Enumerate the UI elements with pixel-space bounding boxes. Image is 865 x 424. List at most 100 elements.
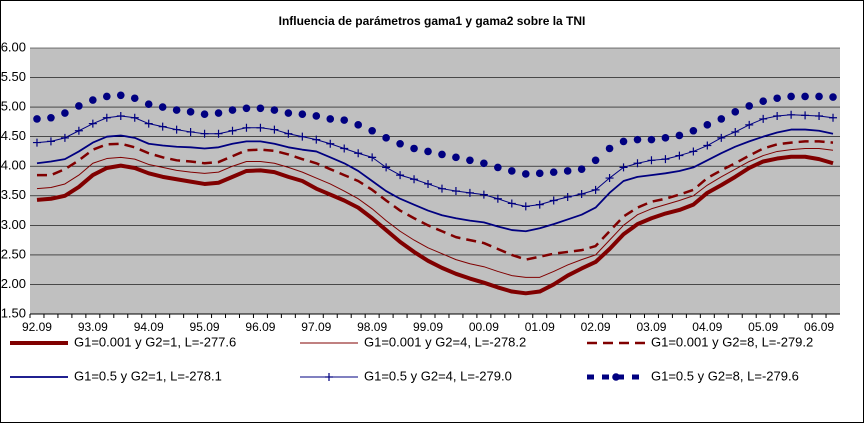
series-marker [228,126,237,135]
series-marker [144,100,153,108]
series-marker [815,92,823,101]
series-marker [312,112,321,120]
x-tick-label: 99.09 [413,320,443,334]
series-marker [186,108,195,116]
series-line [36,114,834,207]
series-marker [60,133,69,142]
series-marker [535,200,544,209]
chart-title: Influencia de parámetros gama1 y gama2 s… [279,14,586,28]
legend-label: G1=0.5 y G2=1, L=-278.1 [74,368,222,383]
series-marker [452,153,460,162]
series-marker [466,156,474,165]
series-marker [759,97,767,105]
series-marker [326,139,335,148]
series-marker [270,125,279,134]
legend-marker [612,373,620,381]
series-marker [88,119,97,128]
series-marker [465,188,474,197]
series-marker [256,104,265,113]
x-tick-label: 98.09 [357,320,387,334]
series-marker [829,93,837,101]
plot-area [30,48,840,314]
legend-label: G1=0.001 y G2=8, L=-279.2 [651,334,813,349]
series-marker [577,165,586,173]
x-tick-label: 03.09 [636,320,666,334]
legend-label: G1=0.001 y G2=1, L=-277.6 [74,334,236,349]
series-marker [745,120,754,129]
series-marker [242,123,251,132]
series-marker [368,153,377,162]
series-marker [801,92,809,101]
y-tick-label: 3.50 [1,187,26,202]
series-marker [787,110,796,119]
series-marker [102,113,111,122]
series-marker [172,125,181,134]
series-marker [74,126,83,135]
series-marker [605,144,614,153]
series-marker [773,111,782,120]
series-marker [451,187,460,196]
series-marker [284,109,293,117]
series-marker [200,129,209,138]
series-marker [647,156,656,165]
series-marker [661,155,670,164]
series-marker [130,113,139,122]
series-marker [47,113,55,122]
series-marker [508,167,516,175]
series-line [36,147,834,278]
series-marker [242,104,251,113]
series-marker [717,133,726,142]
y-tick-label: 2.00 [1,276,26,291]
series-marker [633,135,642,144]
legend-label: G1=0.001 y G2=4, L=-278.2 [364,334,526,349]
series-marker [647,135,656,144]
series-marker [61,109,69,117]
series-marker [773,94,781,103]
series-marker [759,114,768,123]
series-marker [200,110,209,119]
series-marker [368,126,376,135]
series-marker [731,127,740,136]
series-marker [480,159,488,168]
series-marker [75,102,83,110]
series-marker [493,194,502,203]
series-marker [256,123,265,132]
series-marker [745,102,754,110]
series-marker [158,122,167,131]
series-marker [298,110,307,119]
series-marker [619,163,628,172]
y-tick-label: 2.50 [1,246,26,261]
series-marker [675,131,684,140]
series-marker [675,151,684,160]
series-marker [424,147,432,156]
series-marker [437,184,446,193]
x-tick-label: 95.09 [190,320,220,334]
series-marker [535,169,544,178]
series-line [36,140,834,261]
series-marker [396,139,404,148]
series-marker [717,115,726,123]
legend-label: G1=0.5 y G2=4, L=-279.0 [364,368,512,383]
series-marker [549,196,558,205]
series-marker [186,127,195,136]
series-marker [577,190,586,199]
x-tick-label: 05.09 [748,320,778,334]
series-marker [33,115,41,123]
series-marker [298,132,307,141]
x-tick-label: 01.09 [525,320,555,334]
series-marker [270,106,279,114]
series-marker [214,109,223,117]
series-marker [382,134,390,142]
series-marker [563,167,572,175]
x-tick-label: 92.09 [22,320,52,334]
series-marker [787,92,795,101]
y-tick-label: 5.50 [1,69,26,84]
series-marker [32,138,41,147]
series-marker [284,129,293,138]
x-tick-label: 96.09 [245,320,275,334]
x-tick-label: 93.09 [78,320,108,334]
series-marker [479,190,488,199]
series-marker [438,150,446,159]
x-tick-label: 00.09 [469,320,499,334]
series-marker [340,116,349,124]
